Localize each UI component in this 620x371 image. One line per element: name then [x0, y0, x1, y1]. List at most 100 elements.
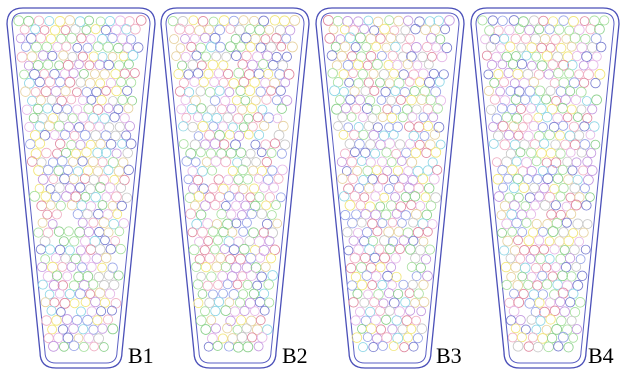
- particle: [94, 59, 105, 70]
- b2-outer-wall: [160, 7, 310, 369]
- particle: [258, 288, 270, 299]
- particle: [238, 122, 249, 133]
- particle: [97, 200, 108, 210]
- particle: [105, 77, 117, 89]
- particle: [178, 139, 189, 149]
- particle: [573, 130, 585, 141]
- particle: [368, 129, 380, 141]
- particle: [250, 139, 261, 150]
- particle: [353, 16, 364, 27]
- particle: [214, 24, 226, 36]
- particle: [372, 16, 384, 27]
- particle: [511, 113, 523, 124]
- particle: [256, 147, 267, 158]
- particle: [123, 164, 134, 176]
- particle: [54, 182, 65, 193]
- particle: [280, 77, 291, 88]
- particle: [222, 323, 233, 334]
- particle: [530, 262, 542, 274]
- particle: [227, 165, 238, 176]
- particle: [391, 104, 402, 115]
- particle: [62, 332, 74, 344]
- particle: [234, 192, 245, 203]
- particle: [249, 183, 260, 194]
- b1-outer-wall: [6, 7, 156, 369]
- particle: [491, 51, 502, 63]
- particle: [95, 78, 106, 89]
- particle: [553, 341, 564, 352]
- particle: [507, 164, 518, 176]
- particle: [195, 315, 207, 326]
- particle: [327, 68, 338, 79]
- particle: [244, 85, 256, 97]
- particle: [539, 306, 550, 318]
- particle: [264, 235, 275, 247]
- particle: [581, 200, 592, 211]
- particle: [561, 217, 572, 228]
- particle: [207, 59, 219, 71]
- particle: [502, 235, 514, 247]
- particle: [34, 138, 46, 149]
- particle: [534, 85, 546, 97]
- particle: [192, 279, 204, 290]
- particle: [512, 173, 524, 185]
- particle: [384, 122, 394, 133]
- particle: [522, 68, 534, 80]
- particle: [378, 69, 390, 80]
- particle: [377, 340, 388, 351]
- particle: [196, 147, 206, 158]
- particle: [203, 68, 214, 79]
- particle: [86, 261, 97, 273]
- particle: [517, 166, 529, 177]
- particle: [173, 68, 184, 80]
- particle: [410, 147, 422, 159]
- particle: [430, 147, 442, 158]
- particle: [386, 95, 397, 106]
- particle: [84, 121, 95, 132]
- particle: [370, 314, 382, 326]
- particle: [520, 201, 531, 211]
- particle: [594, 68, 606, 80]
- particle: [30, 24, 41, 35]
- particle: [64, 245, 75, 256]
- particle: [99, 69, 110, 80]
- particle: [233, 236, 244, 247]
- particle: [253, 341, 264, 352]
- particle: [238, 226, 249, 237]
- particle: [362, 332, 373, 342]
- particle: [20, 86, 31, 97]
- particle: [537, 270, 548, 281]
- particle: [75, 182, 86, 193]
- particle: [435, 34, 446, 45]
- panel-b4: B4: [470, 7, 620, 369]
- particle: [59, 341, 69, 352]
- b1-inner-wall: [11, 12, 151, 364]
- particle: [568, 228, 579, 238]
- particle: [341, 166, 352, 176]
- particle: [432, 164, 443, 175]
- particle: [20, 41, 31, 52]
- particle: [238, 15, 249, 26]
- particle: [417, 173, 429, 185]
- particle: [19, 24, 30, 35]
- particle: [78, 341, 89, 352]
- particle: [587, 59, 599, 71]
- particle: [50, 192, 61, 202]
- particle: [534, 191, 545, 202]
- particle: [226, 271, 238, 282]
- particle: [545, 85, 556, 96]
- particle: [121, 130, 132, 141]
- particle: [550, 262, 561, 273]
- particle: [225, 254, 236, 265]
- particle: [515, 253, 526, 264]
- particle: [241, 262, 253, 273]
- particle: [267, 165, 278, 176]
- particle: [513, 297, 525, 308]
- particle: [370, 148, 381, 159]
- particle: [276, 41, 287, 52]
- particle: [390, 192, 401, 203]
- particle: [493, 25, 504, 36]
- particle: [283, 68, 295, 80]
- particle: [397, 51, 409, 62]
- particle: [269, 244, 281, 256]
